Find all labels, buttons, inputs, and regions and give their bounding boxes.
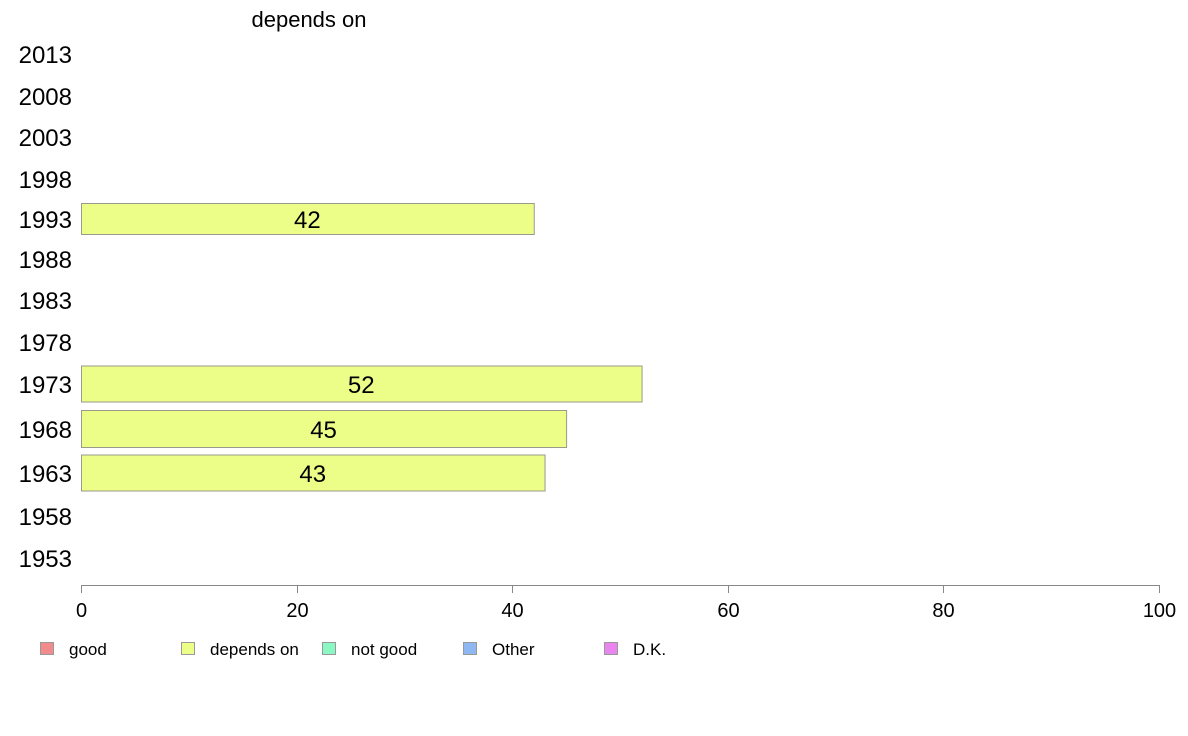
bar	[81, 410, 568, 448]
bar	[81, 365, 643, 403]
x-tick-label: 80	[932, 600, 954, 622]
category-label: 1988	[19, 247, 72, 274]
legend-swatch	[322, 642, 336, 655]
category-label: 2008	[19, 84, 72, 111]
x-tick-label: 0	[76, 600, 87, 622]
legend-label: good	[69, 640, 107, 659]
category-label: 1968	[19, 417, 72, 444]
bar	[81, 454, 546, 492]
legend-swatch	[40, 642, 54, 655]
data-label: 45	[310, 417, 337, 444]
bar	[81, 203, 535, 235]
legend-label: depends on	[210, 640, 299, 659]
category-label: 1978	[19, 330, 72, 357]
legend-label: not good	[351, 640, 417, 659]
category-label: 2003	[19, 125, 72, 152]
legend-label: Other	[492, 640, 535, 659]
data-label: 43	[299, 461, 326, 488]
legend-swatch	[463, 642, 477, 655]
data-label: 52	[348, 372, 375, 399]
x-tick-label: 20	[286, 600, 308, 622]
category-label: 1993	[19, 207, 72, 234]
category-label: 1953	[19, 546, 72, 573]
legend-swatch	[181, 642, 195, 655]
category-label: 1963	[19, 461, 72, 488]
category-label: 1983	[19, 288, 72, 315]
category-label: 1998	[19, 167, 72, 194]
category-label: 1973	[19, 372, 72, 399]
legend-label: D.K.	[633, 640, 666, 659]
data-label: 42	[294, 207, 321, 234]
category-label: 1958	[19, 504, 72, 531]
x-tick-label: 100	[1143, 600, 1176, 622]
legend-swatch	[604, 642, 618, 655]
x-tick-label: 40	[501, 600, 523, 622]
x-tick-label: 60	[717, 600, 739, 622]
category-label: 2013	[19, 42, 72, 69]
chart-title: depends on	[252, 7, 367, 32]
